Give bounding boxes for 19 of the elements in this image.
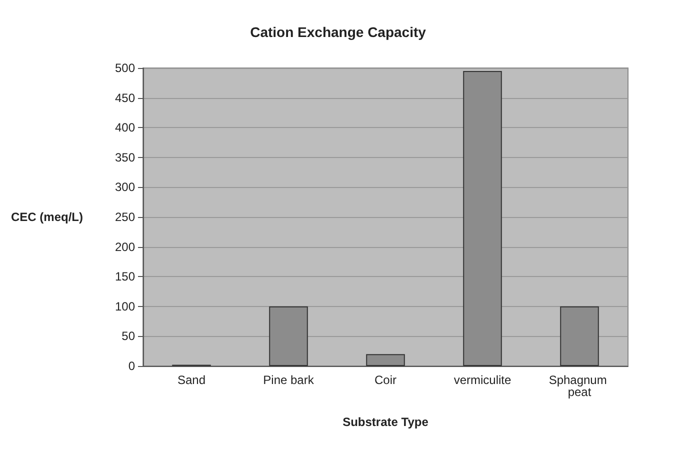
y-tick-label: 200 (114, 240, 136, 254)
y-tick-label: 100 (114, 299, 136, 314)
x-tick-label: Pine bark (263, 373, 315, 387)
y-tick-label: 500 (114, 61, 136, 75)
y-tick-label: 0 (128, 359, 136, 373)
x-tick-label: vermiculite (454, 373, 512, 387)
y-tick-label: 450 (114, 90, 136, 105)
y-tick-label: 250 (114, 210, 136, 224)
y-axis-title: CEC (meq/L) (11, 210, 84, 224)
y-tick-label: 300 (114, 180, 136, 194)
x-tick-label: Coir (374, 373, 397, 387)
y-tick-label: 400 (114, 120, 136, 135)
y-tick-label: 50 (122, 329, 136, 344)
x-axis-title: Substrate Type (342, 415, 429, 429)
y-tick-label: 350 (114, 150, 136, 164)
x-tick-label: Sand (177, 373, 206, 387)
y-tick-label: 150 (114, 270, 136, 284)
chart-title: Cation Exchange Capacity (250, 24, 426, 40)
x-tick-label: Sphagnum peat (548, 373, 610, 399)
